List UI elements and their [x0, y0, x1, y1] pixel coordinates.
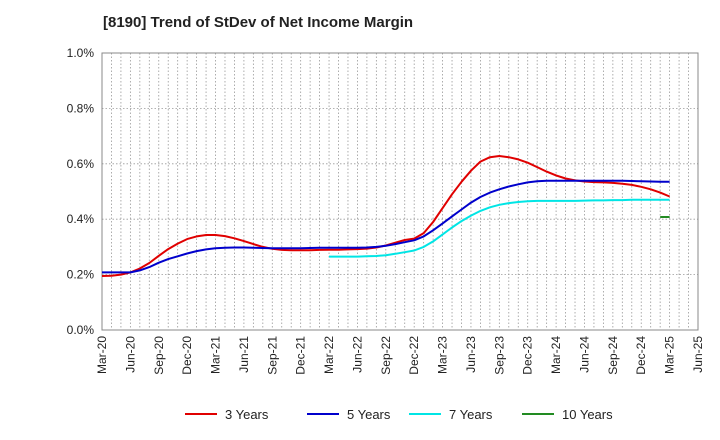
x-tick-label: Dec-24	[634, 336, 648, 375]
y-tick-label: 0.4%	[67, 212, 95, 226]
chart-title: [8190] Trend of StDev of Net Income Marg…	[103, 14, 414, 31]
legend-label: 7 Years	[449, 407, 493, 422]
x-tick-label: Dec-21	[294, 336, 308, 375]
x-tick-label: Mar-25	[663, 336, 677, 374]
x-tick-label: Dec-23	[521, 336, 535, 375]
series-line-7-years	[329, 198, 670, 258]
x-tick-label: Sep-20	[152, 336, 166, 375]
x-tick-label: Jun-23	[464, 336, 478, 373]
plot-area-frame	[101, 52, 699, 331]
x-tick-label: Mar-20	[95, 336, 109, 374]
y-tick-label: 1.0%	[67, 46, 95, 60]
legend-item-10-years: 10 Years	[522, 407, 613, 422]
series-lines	[101, 155, 670, 277]
legend-label: 3 Years	[225, 407, 269, 422]
x-tick-label: Sep-23	[492, 336, 506, 375]
axes: 0.0% 0.2% 0.4% 0.6% 0.8% 1.0% Mar-20 Jun-20 Sep-…	[67, 46, 705, 375]
legend-label: 10 Years	[562, 407, 613, 422]
series-line-3-years	[101, 155, 670, 277]
series-line-5-years	[102, 179, 670, 274]
y-tick-label: 0.2%	[67, 268, 95, 282]
x-tick-label: Sep-22	[379, 336, 393, 375]
x-tick-label: Dec-22	[407, 336, 421, 375]
x-tick-label: Dec-20	[180, 336, 194, 375]
x-tick-label: Mar-22	[322, 336, 336, 374]
x-tick-label: Jun-22	[350, 336, 364, 373]
x-tick-label: Jun-20	[123, 336, 137, 373]
x-tick-label: Mar-21	[209, 336, 223, 374]
legend: 3 Years 5 Years 7 Years 10 Years	[185, 407, 613, 422]
legend-item-5-years: 5 Years	[307, 407, 391, 422]
y-tick-label: 0.8%	[67, 101, 95, 115]
x-tick-label: Mar-24	[549, 336, 563, 374]
x-tick-label: Sep-24	[606, 336, 620, 375]
y-tick-label: 0.6%	[67, 157, 95, 171]
x-tick-label: Sep-21	[265, 336, 279, 375]
x-tick-label: Mar-23	[436, 336, 450, 374]
grid	[102, 53, 698, 330]
x-tick-label: Jun-25	[691, 336, 705, 373]
legend-item-3-years: 3 Years	[185, 407, 269, 422]
y-tick-label: 0.0%	[67, 323, 95, 337]
legend-label: 5 Years	[347, 407, 391, 422]
x-tick-label: Jun-21	[237, 336, 251, 373]
legend-item-7-years: 7 Years	[409, 407, 493, 422]
x-tick-label: Jun-24	[577, 336, 591, 373]
